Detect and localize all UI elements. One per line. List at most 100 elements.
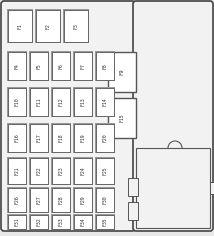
Text: F34: F34 xyxy=(80,218,86,226)
Text: F19: F19 xyxy=(80,134,86,142)
Text: F7: F7 xyxy=(80,63,86,69)
Bar xyxy=(30,52,48,80)
Bar xyxy=(95,187,115,213)
Bar xyxy=(51,214,71,230)
Text: F18: F18 xyxy=(58,134,64,142)
Text: F5: F5 xyxy=(37,63,42,69)
Bar xyxy=(96,215,114,229)
Bar xyxy=(29,157,49,185)
Text: F15: F15 xyxy=(119,114,125,122)
Bar xyxy=(52,188,70,212)
Bar xyxy=(51,123,71,153)
Text: F33: F33 xyxy=(58,218,64,226)
Bar xyxy=(108,98,136,138)
Text: F26: F26 xyxy=(15,196,19,204)
Text: F13: F13 xyxy=(80,98,86,106)
Bar xyxy=(108,52,136,92)
Bar xyxy=(52,124,70,152)
Bar xyxy=(73,157,93,185)
Bar xyxy=(8,124,26,152)
Bar xyxy=(7,51,27,81)
Text: F8: F8 xyxy=(103,63,107,69)
Text: F4: F4 xyxy=(15,63,19,69)
Text: F22: F22 xyxy=(37,167,42,175)
Bar xyxy=(7,123,27,153)
Bar xyxy=(128,202,138,220)
Bar xyxy=(74,124,92,152)
Text: F32: F32 xyxy=(37,218,42,226)
Bar xyxy=(51,51,71,81)
Bar xyxy=(95,123,115,153)
Text: F16: F16 xyxy=(15,134,19,142)
Bar xyxy=(96,88,114,116)
Text: F29: F29 xyxy=(80,196,86,204)
Text: F21: F21 xyxy=(15,167,19,175)
Bar xyxy=(73,123,93,153)
Bar xyxy=(52,52,70,80)
Bar xyxy=(8,188,26,212)
Text: F14: F14 xyxy=(103,98,107,106)
Text: F31: F31 xyxy=(15,218,19,226)
Text: F17: F17 xyxy=(37,134,42,142)
Bar xyxy=(52,88,70,116)
Text: F10: F10 xyxy=(15,98,19,106)
Bar xyxy=(95,157,115,185)
Text: F3: F3 xyxy=(73,23,79,29)
Bar xyxy=(8,10,32,42)
Bar xyxy=(35,9,61,43)
Bar xyxy=(96,158,114,184)
Bar xyxy=(29,123,49,153)
Bar xyxy=(8,88,26,116)
Bar xyxy=(73,87,93,117)
Bar xyxy=(30,215,48,229)
Bar xyxy=(64,10,88,42)
Bar xyxy=(74,52,92,80)
Bar xyxy=(95,87,115,117)
Bar xyxy=(7,187,27,213)
Circle shape xyxy=(168,141,182,155)
Bar xyxy=(30,124,48,152)
Bar xyxy=(95,214,115,230)
Bar xyxy=(95,51,115,81)
Bar xyxy=(96,124,114,152)
Text: F23: F23 xyxy=(58,167,64,175)
Bar xyxy=(7,87,27,117)
Text: F24: F24 xyxy=(80,167,86,175)
Bar xyxy=(7,9,33,43)
Text: F28: F28 xyxy=(58,196,64,204)
Bar xyxy=(8,158,26,184)
Bar xyxy=(96,188,114,212)
Text: F27: F27 xyxy=(37,196,42,204)
Bar xyxy=(128,178,138,196)
Bar xyxy=(73,214,93,230)
Text: F20: F20 xyxy=(103,134,107,142)
Text: F25: F25 xyxy=(103,167,107,175)
Bar xyxy=(74,158,92,184)
Bar xyxy=(51,87,71,117)
Bar xyxy=(210,182,214,194)
Bar xyxy=(51,157,71,185)
Bar xyxy=(7,157,27,185)
Bar xyxy=(29,87,49,117)
Text: F11: F11 xyxy=(37,98,42,106)
Bar xyxy=(7,214,27,230)
Bar xyxy=(74,88,92,116)
Text: F2: F2 xyxy=(46,23,51,29)
Bar xyxy=(73,51,93,81)
Text: F6: F6 xyxy=(58,63,64,69)
Bar xyxy=(52,215,70,229)
Bar xyxy=(29,51,49,81)
FancyBboxPatch shape xyxy=(133,1,213,231)
Bar xyxy=(8,215,26,229)
Bar xyxy=(73,187,93,213)
FancyBboxPatch shape xyxy=(1,1,135,231)
Bar xyxy=(74,188,92,212)
Bar xyxy=(29,214,49,230)
Bar xyxy=(96,52,114,80)
Bar xyxy=(30,188,48,212)
Text: F12: F12 xyxy=(58,98,64,106)
Bar xyxy=(30,88,48,116)
Bar xyxy=(8,52,26,80)
Bar xyxy=(51,187,71,213)
Text: F9: F9 xyxy=(119,69,125,75)
